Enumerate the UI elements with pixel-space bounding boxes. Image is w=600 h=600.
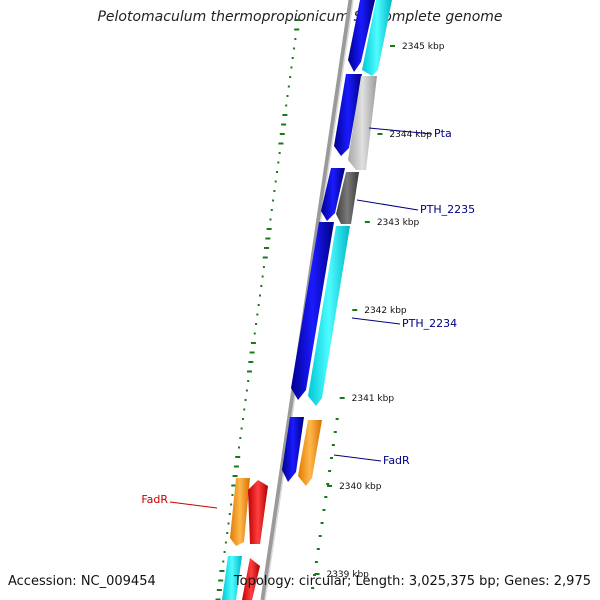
gene-label[interactable]: PTH_2235 bbox=[420, 203, 475, 216]
gene-label[interactable]: Pta bbox=[434, 127, 452, 140]
cds-fadr-left[interactable] bbox=[230, 478, 250, 546]
gene-leader-line bbox=[356, 199, 419, 211]
cds-pta[interactable] bbox=[348, 76, 377, 170]
gc-content-track bbox=[311, 418, 339, 589]
ruler-tick-label: 2339 kbp bbox=[326, 570, 369, 580]
accession-text: Accession: NC_009454 bbox=[8, 574, 156, 589]
ruler-tick-label: 2344 kbp bbox=[389, 130, 432, 140]
cds-fadr-right[interactable] bbox=[298, 420, 322, 486]
gene-labels: Pta PTH_2235 PTH_2234 FadR FadR bbox=[141, 127, 475, 506]
gc-skew-track bbox=[215, 19, 301, 600]
cds-forward-3[interactable] bbox=[321, 168, 345, 221]
ruler-tick-label: 2340 kbp bbox=[339, 482, 382, 492]
cds-pth-2235[interactable] bbox=[336, 172, 359, 224]
cds-cyan-bottom[interactable] bbox=[222, 556, 242, 600]
ruler-tick-label: 2342 kbp bbox=[364, 306, 407, 316]
position-ruler: 2345 kbp 2344 kbp 2343 kbp 2342 kbp 2341 kbp… bbox=[314, 42, 445, 580]
cds-forward-1[interactable] bbox=[348, 0, 375, 72]
gene-label-leaders bbox=[169, 127, 433, 509]
gene-leader-line bbox=[368, 127, 433, 135]
cds-forward-4[interactable] bbox=[291, 222, 334, 400]
gene-label[interactable]: PTH_2234 bbox=[402, 317, 457, 330]
cds-cyan-1[interactable] bbox=[362, 0, 392, 76]
gene-leader-line bbox=[169, 501, 218, 509]
cds-forward-5[interactable] bbox=[282, 417, 304, 482]
ruler-tick-label: 2345 kbp bbox=[402, 42, 445, 52]
ruler-tick-label: 2341 kbp bbox=[352, 394, 395, 404]
gene-leader-line bbox=[333, 454, 382, 462]
ruler-tick-label: 2343 kbp bbox=[377, 218, 420, 228]
cds-forward-2[interactable] bbox=[334, 74, 362, 156]
gene-leader-line bbox=[351, 317, 401, 325]
cds-pth-2234[interactable] bbox=[308, 226, 350, 406]
cds-red-1[interactable] bbox=[248, 480, 268, 544]
map-title: Pelotomaculum thermopropionicum SI, comp… bbox=[97, 9, 503, 25]
gene-label[interactable]: FadR bbox=[141, 493, 168, 506]
topology-text: Topology: circular; Length: 3,025,375 bp… bbox=[233, 574, 591, 589]
gene-label[interactable]: FadR bbox=[383, 454, 410, 467]
cds-red-2[interactable] bbox=[242, 558, 260, 600]
